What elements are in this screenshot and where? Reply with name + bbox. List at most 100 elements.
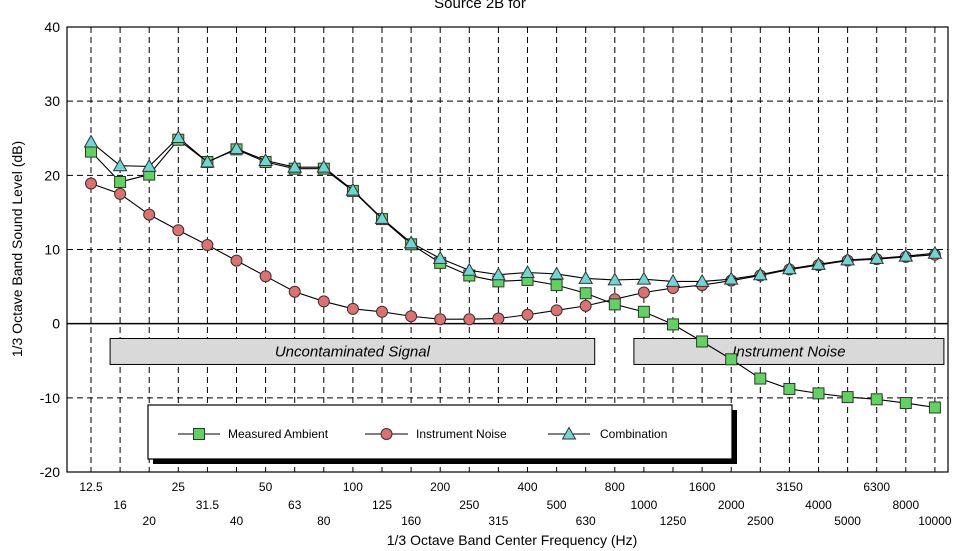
data-point: [696, 335, 709, 348]
series-line: [90, 136, 935, 282]
data-point: [346, 302, 359, 315]
x-tick-label: 250: [459, 498, 479, 512]
data-point: [83, 134, 99, 148]
x-tick-label: 1250: [660, 514, 687, 528]
data-point: [636, 271, 652, 285]
data-point: [811, 256, 826, 270]
x-tick-label: 4000: [805, 498, 832, 512]
data-point: [869, 250, 885, 264]
x-tick-label: 3150: [776, 480, 803, 494]
data-point: [550, 279, 563, 292]
data-point: [723, 271, 739, 285]
data-point: [783, 382, 796, 395]
data-point: [374, 210, 390, 224]
data-point: [841, 391, 854, 404]
grid: [67, 27, 948, 472]
band-box: [109, 338, 596, 365]
data-point: [667, 318, 679, 331]
data-point: [928, 401, 941, 414]
data-point: [752, 267, 768, 281]
x-tick-label: 315: [488, 514, 508, 528]
data-point: [114, 187, 127, 200]
y-axis-title: 1/3 Octave Band Sound Level (dB): [9, 141, 25, 357]
legend-marker: [561, 426, 577, 440]
data-point: [579, 287, 592, 300]
x-tick-label: 160: [401, 514, 421, 528]
data-point: [345, 182, 361, 196]
data-point: [432, 250, 448, 264]
x-tick-label: 6300: [863, 480, 890, 494]
data-point: [665, 273, 681, 287]
legend-item: Combination: [548, 426, 667, 441]
data-point: [694, 273, 710, 287]
x-tick-label: 100: [343, 480, 363, 494]
data-point: [492, 312, 505, 325]
x-tick-label: 200: [430, 480, 450, 494]
data-point: [608, 298, 621, 311]
data-point: [201, 239, 214, 252]
data-point: [230, 254, 243, 267]
data-point: [812, 387, 825, 400]
legend-marker: [380, 428, 393, 440]
data-point: [899, 397, 912, 410]
data-point: [520, 264, 535, 278]
data-point: [376, 305, 388, 318]
y-tick-label: 20: [44, 167, 60, 183]
y-axis-ticks: 40 30 20 10 0 -10 -20: [40, 19, 60, 480]
chart-title: Source 2B for: [434, 0, 526, 12]
legend-box: [147, 404, 733, 460]
data-point: [114, 176, 127, 189]
legend: Measured Ambient Instrument Noise Combinat…: [147, 404, 737, 464]
data-point: [607, 272, 623, 286]
band-label: Uncontaminated Signal: [275, 343, 431, 360]
data-point: [550, 304, 563, 317]
data-point: [405, 310, 418, 323]
y-tick-label: 30: [44, 93, 60, 109]
x-tick-label: 12.5: [79, 480, 103, 494]
legend-label: Measured Ambient: [228, 427, 329, 441]
data-point: [85, 177, 97, 190]
data-point: [258, 152, 273, 166]
data-point: [870, 393, 883, 406]
legend-item: Instrument Noise: [365, 427, 507, 441]
x-tick-label: 40: [230, 514, 244, 528]
x-tick-label: 5000: [834, 514, 861, 528]
data-point: [840, 252, 855, 266]
data-point: [549, 266, 564, 280]
x-tick-label: 1000: [631, 498, 658, 512]
legend-item: Measured Ambient: [178, 427, 329, 441]
x-tick-label: 1600: [689, 480, 716, 494]
data-point: [782, 261, 797, 275]
y-tick-label: -20: [40, 464, 60, 480]
x-tick-label: 8000: [892, 498, 919, 512]
legend-label: Combination: [600, 427, 667, 441]
x-tick-label: 20: [143, 514, 157, 528]
data-point: [112, 158, 128, 172]
data-point: [316, 159, 332, 173]
data-point: [288, 285, 301, 298]
data-point: [637, 305, 650, 318]
series-line: [90, 182, 935, 320]
data-point: [491, 267, 506, 281]
legend-marker: [193, 428, 205, 440]
x-axis-ticks: 12.5 16 20 25 31.5 40 50 63 80 100 125 160 200 250 315…: [79, 480, 952, 528]
x-tick-label: 630: [576, 514, 596, 528]
data-point: [578, 270, 594, 284]
data-point: [229, 141, 244, 155]
series-combination: [83, 129, 943, 287]
x-tick-label: 500: [547, 498, 567, 512]
series-instrument-noise: [85, 177, 941, 326]
data-point: [85, 145, 97, 158]
data-point: [259, 270, 272, 283]
data-point: [754, 372, 767, 385]
x-axis-title: 1/3 Octave Band Center Frequency (Hz): [387, 532, 638, 548]
data-point: [317, 295, 330, 308]
y-tick-label: 10: [44, 242, 60, 258]
data-point: [200, 154, 215, 168]
legend-label: Instrument Noise: [416, 427, 507, 441]
x-tick-label: 2500: [747, 514, 774, 528]
plot-frame: [66, 26, 949, 473]
x-tick-label: 125: [372, 498, 392, 512]
x-tick-label: 25: [172, 480, 186, 494]
